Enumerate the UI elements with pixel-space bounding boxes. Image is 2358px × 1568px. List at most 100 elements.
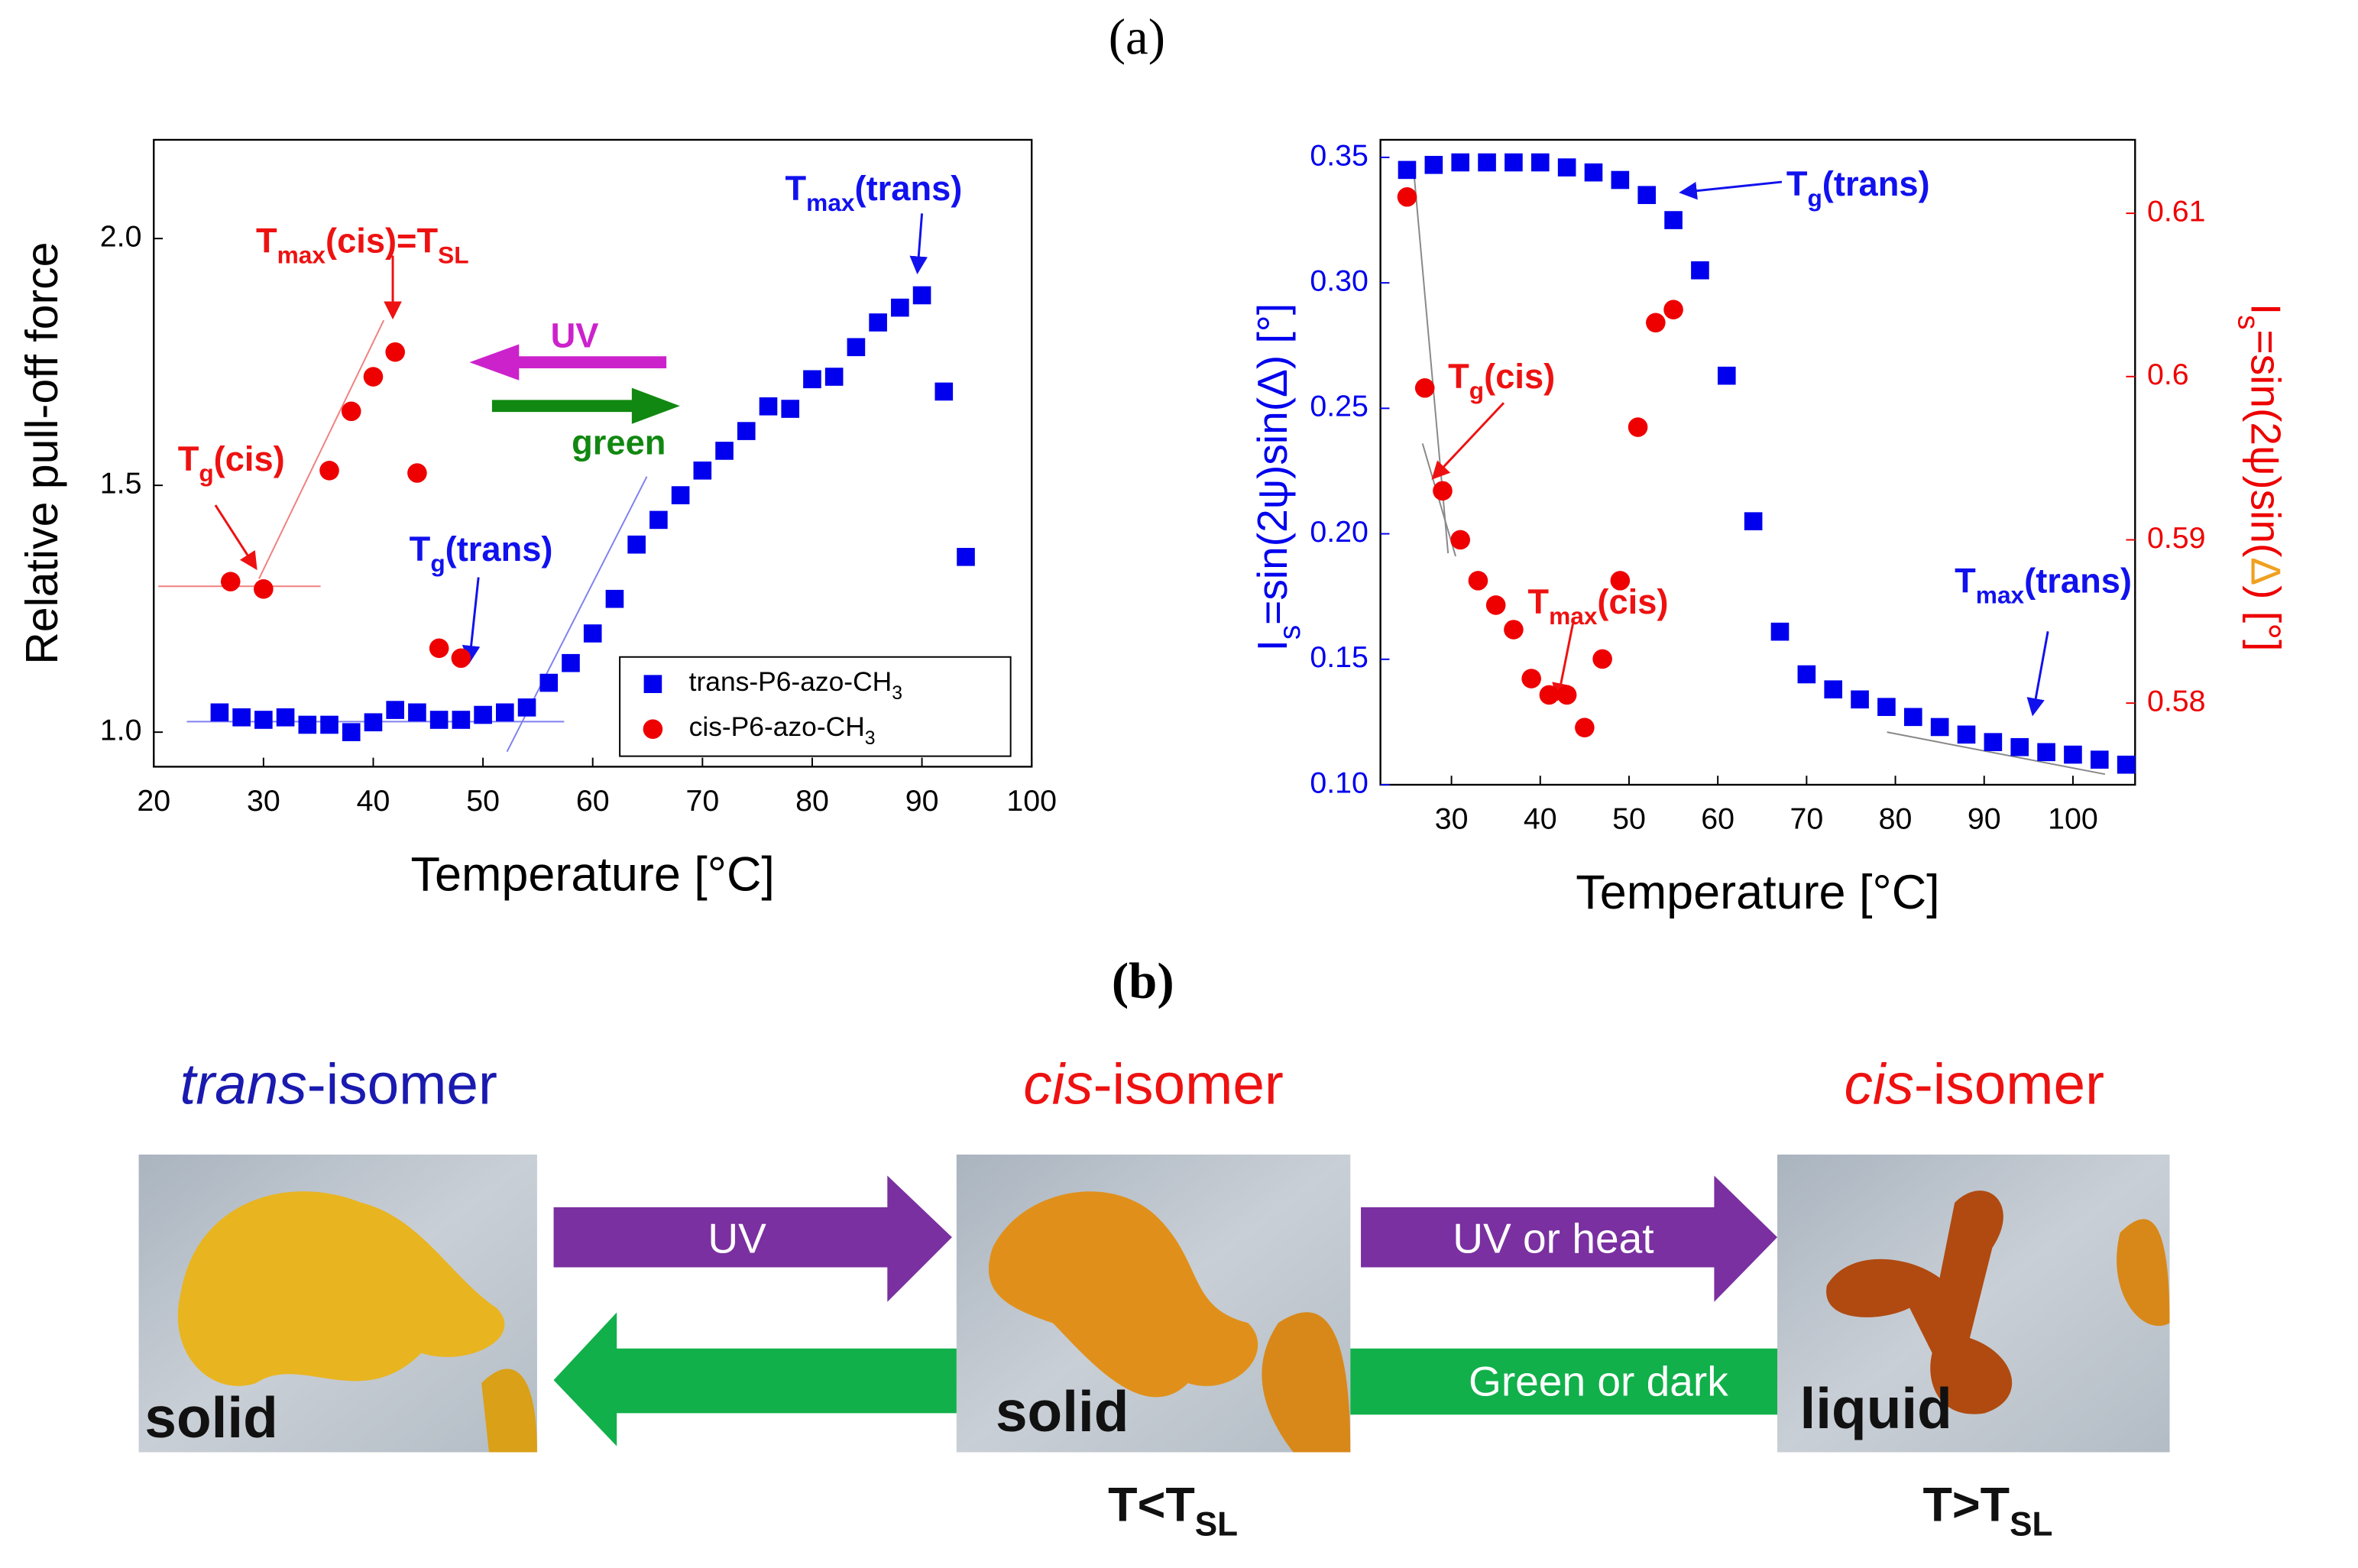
data-point	[2117, 755, 2136, 774]
data-point	[341, 401, 361, 422]
data-point	[452, 711, 471, 729]
text-segment: cis-P6-azo-CH	[689, 712, 865, 743]
text-segment: (trans)	[2024, 561, 2132, 600]
data-point	[627, 535, 646, 554]
data-point	[1556, 685, 1577, 705]
data-point	[2090, 750, 2109, 769]
text-segment: trans-P6-azo-CH	[689, 667, 892, 698]
legend-label: cis-P6-azo-CH3	[689, 712, 876, 750]
panel-label: (b)	[1112, 953, 1174, 1009]
text-segment: (cis)	[214, 439, 285, 478]
text-segment: (cis)	[1597, 582, 1668, 621]
data-point	[451, 648, 471, 669]
data-point	[429, 711, 449, 729]
data-point	[869, 313, 887, 332]
data-point	[2010, 737, 2029, 756]
y2-axis-label: Is=sin(2ψ)sin(Δ) [°]	[2232, 303, 2290, 652]
data-point	[562, 653, 580, 672]
y-tick-label: 0.25	[1310, 390, 1368, 423]
text-segment: I	[1248, 640, 1295, 651]
data-point	[220, 572, 241, 591]
text-segment: -isomer	[1093, 1051, 1284, 1116]
y2-tick-label: 0.61	[2147, 195, 2206, 228]
data-point	[232, 708, 251, 727]
data-point	[737, 422, 756, 440]
data-point	[1584, 163, 1603, 182]
x-tick-label: 70	[1790, 802, 1823, 836]
data-point	[1824, 680, 1843, 698]
data-point	[2064, 745, 2082, 764]
data-point	[957, 548, 975, 566]
data-point	[364, 713, 383, 732]
text-segment: T	[178, 439, 199, 478]
text-segment: =sin(2ψ)sin(	[2243, 329, 2290, 558]
annotation: UV	[551, 316, 599, 355]
data-point	[803, 370, 821, 389]
data-point	[517, 698, 536, 717]
legend-label: trans-P6-azo-CH3	[689, 667, 902, 705]
y2-tick-label: 0.59	[2147, 521, 2206, 555]
arrow-green-dark	[1350, 1348, 1778, 1415]
annotation-arrows	[214, 180, 2049, 717]
data-point	[649, 510, 668, 530]
text-segment: T	[1786, 164, 1808, 203]
text-segment: cis	[1023, 1051, 1093, 1116]
plot-frame	[1379, 138, 2136, 786]
data-point	[1575, 718, 1595, 737]
data-point	[693, 461, 712, 480]
text-segment: g	[430, 549, 445, 577]
text-segment: SL	[438, 241, 468, 269]
y-axis-label: Relative pull-off force	[17, 242, 67, 665]
text-segment: Δ	[2243, 557, 2290, 585]
data-point	[605, 589, 624, 608]
x-tick-label: 50	[1612, 802, 1646, 836]
data-point	[1504, 620, 1524, 640]
text-segment: T	[1527, 582, 1549, 621]
uv-arrow	[469, 344, 667, 381]
text-segment: T	[1955, 561, 1976, 600]
data-point	[276, 708, 295, 727]
data-point	[1770, 622, 1790, 641]
text-segment: max	[277, 241, 326, 269]
data-point	[1744, 512, 1763, 530]
x-axis-label: Temperature [°C]	[1576, 866, 1939, 919]
text-segment: g	[1807, 184, 1822, 212]
x-tick-label: 30	[247, 784, 280, 818]
data-point	[386, 701, 405, 719]
data-point	[298, 715, 317, 734]
annotation: Tmax(cis)=TSL	[256, 222, 469, 269]
data-point	[539, 673, 559, 692]
data-point	[1398, 160, 1417, 180]
data-point	[1691, 261, 1709, 280]
arrow-green	[553, 1312, 957, 1447]
text-segment: I	[2243, 303, 2290, 315]
state-label: solid	[144, 1385, 277, 1450]
y-tick-label: 0.20	[1310, 515, 1368, 549]
data-point	[671, 486, 690, 504]
y2-tick-label: 0.58	[2147, 685, 2206, 718]
data-point	[319, 460, 339, 481]
x-axis-label: Temperature [°C]	[411, 848, 775, 902]
text-segment: trans	[180, 1051, 307, 1116]
isomer-label: cis-isomer	[1023, 1051, 1284, 1116]
text-segment: max	[806, 189, 855, 216]
data-point	[320, 715, 338, 734]
y-tick-label: 0.35	[1310, 138, 1368, 172]
text-segment: (cis)=T	[326, 222, 438, 261]
state-label: solid	[996, 1379, 1129, 1443]
text-segment: green	[572, 423, 666, 462]
data-point	[1957, 725, 1976, 744]
annotation: Tg(trans)	[410, 530, 553, 577]
data-point	[429, 638, 449, 659]
data-point	[583, 624, 602, 643]
data-point	[1628, 417, 1648, 437]
text-segment: s	[1274, 625, 1307, 640]
annotation: Tmax(cis)	[1527, 582, 1668, 630]
legend-marker	[643, 719, 663, 739]
data-point	[1851, 690, 1869, 709]
data-point	[342, 723, 361, 741]
data-point	[1611, 170, 1630, 190]
x-tick-label: 60	[1701, 802, 1734, 836]
y-tick-label: 2.0	[100, 220, 142, 254]
y-tick-label: 0.10	[1310, 766, 1368, 799]
